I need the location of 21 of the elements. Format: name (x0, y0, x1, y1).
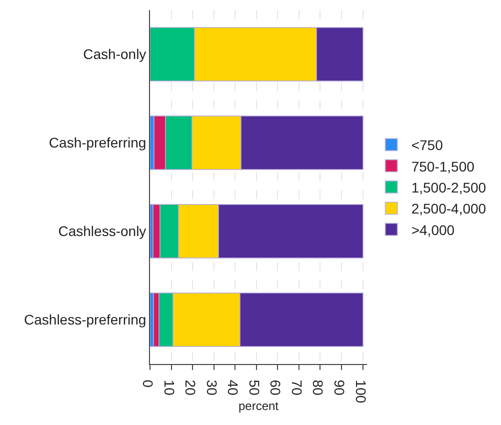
x-tick-label: 40 (225, 380, 242, 396)
y-tick-label: Cash-preferring (48, 134, 146, 151)
legend-label: <750 (411, 137, 444, 154)
x-tick-label: 80 (310, 380, 326, 396)
x-tick-label: 50 (246, 380, 262, 396)
x-axis-title: percent (238, 399, 280, 413)
x-tick-label: 0 (140, 380, 156, 388)
x-tick-label: 100 (352, 380, 369, 404)
x-tick-label: 70 (288, 380, 305, 396)
x-tick-label: 90 (331, 380, 348, 396)
y-tick-label: Cashless-only (58, 223, 146, 240)
x-tick-label: 60 (268, 380, 284, 396)
legend-label: 750-1,500 (411, 158, 475, 174)
y-tick-label: Cashless-preferring (24, 312, 146, 328)
legend-label: >4,000 (411, 222, 455, 238)
y-tick-label: Cash-only (83, 46, 146, 62)
x-tick-label: 30 (204, 380, 220, 396)
x-tick-label: 20 (182, 380, 199, 396)
x-tick-label: 10 (161, 380, 178, 396)
legend-label: 2,500-4,000 (411, 200, 486, 217)
legend-label: 1,500-2,500 (411, 179, 486, 196)
